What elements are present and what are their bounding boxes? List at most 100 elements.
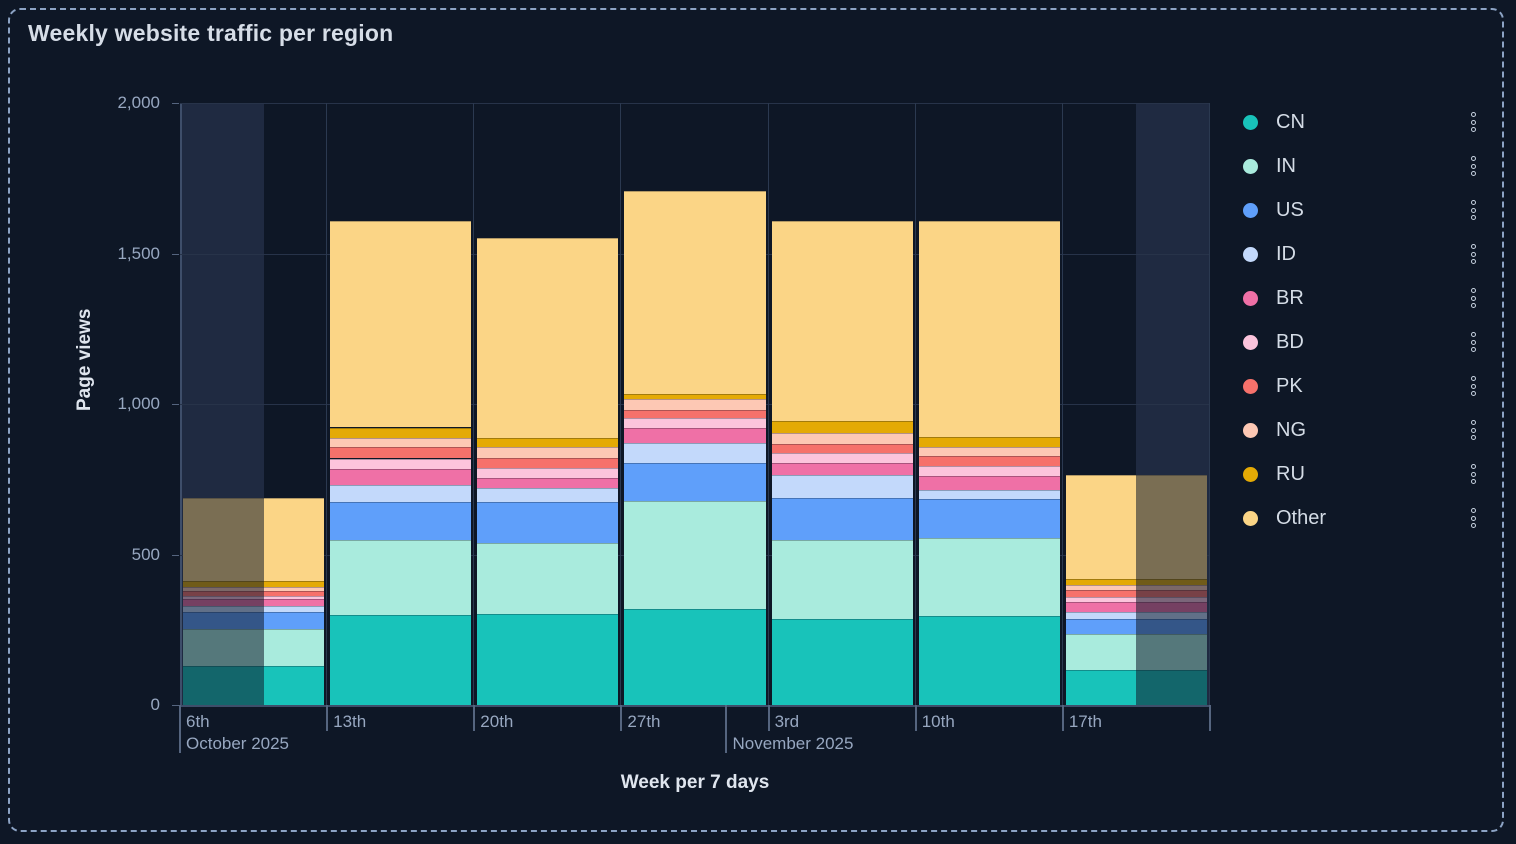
bar-segment-US[interactable] [771, 498, 913, 541]
x-tick-label: 20th [480, 712, 514, 731]
bar-segment-BD[interactable] [918, 466, 1060, 476]
bar-week-10th[interactable] [918, 221, 1060, 705]
bar-segment-PK[interactable] [330, 446, 472, 459]
bar-segment-ID[interactable] [771, 475, 913, 499]
bar-segment-US[interactable] [477, 501, 619, 544]
bar-segment-RU[interactable] [330, 427, 472, 438]
bar-segment-ID[interactable] [330, 485, 472, 502]
bar-segment-Other[interactable] [477, 238, 619, 439]
bar-segment-Other[interactable] [624, 190, 766, 394]
legend-item-US[interactable]: US [1243, 188, 1483, 232]
bar-segment-Other[interactable] [771, 221, 913, 422]
bar-segment-BD[interactable] [477, 468, 619, 479]
legend-item-BD[interactable]: BD [1243, 320, 1483, 364]
bar-segment-US[interactable] [918, 499, 1060, 539]
gridline-vertical [767, 103, 769, 705]
legend-color-dot [1243, 158, 1258, 174]
legend-item-CN[interactable]: CN [1243, 100, 1483, 144]
legend-item-BR[interactable]: BR [1243, 276, 1483, 320]
legend-color-dot [1243, 246, 1258, 262]
bar-week-13th[interactable] [330, 220, 472, 705]
bar-segment-IN[interactable] [624, 500, 766, 610]
legend-item-ID[interactable]: ID [1243, 232, 1483, 276]
kebab-menu-icon[interactable] [1463, 108, 1483, 136]
bar-segment-US[interactable] [624, 463, 766, 501]
bar-segment-BR[interactable] [918, 475, 1060, 491]
bar-week-17th[interactable] [1065, 474, 1207, 705]
bar-segment-BR[interactable] [771, 463, 913, 476]
bar-segment-IN[interactable] [477, 543, 619, 615]
legend-label: RU [1276, 462, 1305, 485]
legend-item-Other[interactable]: Other [1243, 496, 1483, 540]
bar-week-3rd[interactable] [771, 221, 913, 705]
bar-week-6th[interactable] [183, 497, 325, 705]
legend-item-NG[interactable]: NG [1243, 408, 1483, 452]
y-tick-mark [172, 103, 179, 104]
kebab-menu-icon[interactable] [1463, 196, 1483, 224]
gridline-horizontal [180, 103, 1210, 104]
kebab-menu-icon[interactable] [1463, 416, 1483, 444]
bar-segment-NG[interactable] [918, 446, 1060, 457]
bar-week-20th[interactable] [477, 238, 619, 705]
bar-segment-ID[interactable] [918, 490, 1060, 500]
kebab-menu-icon[interactable] [1463, 152, 1483, 180]
gridline-vertical [1209, 103, 1210, 705]
kebab-menu-icon[interactable] [1463, 284, 1483, 312]
bar-segment-RU[interactable] [918, 436, 1060, 447]
bar-segment-IN[interactable] [771, 540, 913, 620]
bar-segment-RU[interactable] [771, 421, 913, 434]
bar-segment-CN[interactable] [918, 615, 1060, 705]
legend-item-IN[interactable]: IN [1243, 144, 1483, 188]
y-tick-label: 500 [131, 544, 160, 564]
y-tick-label: 1,500 [117, 243, 160, 263]
y-tick-label: 1,000 [117, 394, 160, 413]
bar-week-27th[interactable] [624, 190, 766, 705]
panel-dashed-border [8, 8, 1504, 832]
legend-label: BD [1276, 330, 1304, 353]
bar-segment-CN[interactable] [771, 619, 913, 705]
bar-segment-RU[interactable] [477, 438, 619, 447]
kebab-menu-icon[interactable] [1463, 504, 1483, 532]
bar-segment-Other[interactable] [330, 220, 472, 428]
bar-segment-PK[interactable] [477, 458, 619, 469]
bar-segment-BD[interactable] [330, 458, 472, 470]
x-tick-mark [1209, 705, 1211, 731]
bar-segment-BR[interactable] [477, 478, 619, 489]
bar-segment-PK[interactable] [918, 456, 1060, 467]
bar-segment-ID[interactable] [624, 443, 766, 464]
bar-segment-CN[interactable] [624, 609, 766, 705]
bar-segment-CN[interactable] [330, 614, 472, 705]
bar-segment-BD[interactable] [771, 452, 913, 464]
bar-segment-PK[interactable] [771, 444, 913, 453]
bar-segment-CN[interactable] [477, 614, 619, 705]
bar-segment-IN[interactable] [330, 540, 472, 615]
bar-segment-IN[interactable] [918, 538, 1060, 616]
legend-color-dot [1243, 378, 1258, 394]
bar-segment-BR[interactable] [330, 469, 472, 486]
x-axis-line [180, 705, 1211, 707]
bar-segment-NG[interactable] [477, 446, 619, 459]
bar-segment-PK[interactable] [624, 410, 766, 419]
bar-segment-BR[interactable] [624, 428, 766, 444]
bar-segment-ID[interactable] [477, 488, 619, 502]
legend-item-PK[interactable]: PK [1243, 364, 1483, 408]
kebab-menu-icon[interactable] [1463, 460, 1483, 488]
kebab-menu-icon[interactable] [1463, 372, 1483, 400]
x-tick-label: 27th [627, 712, 661, 731]
bar-segment-BD[interactable] [624, 418, 766, 429]
month-label: October 2025 [186, 734, 290, 753]
legend-item-RU[interactable]: RU [1243, 452, 1483, 496]
bar-segment-NG[interactable] [771, 433, 913, 445]
chart-title: Weekly website traffic per region [28, 20, 394, 46]
bar-segment-NG[interactable] [330, 437, 472, 447]
bar-segment-US[interactable] [330, 501, 472, 541]
legend-color-dot [1243, 290, 1258, 306]
kebab-menu-icon[interactable] [1463, 240, 1483, 268]
bar-segment-NG[interactable] [624, 399, 766, 411]
gridline-vertical [473, 103, 475, 705]
month-label: November 2025 [732, 734, 854, 753]
bar-segment-RU[interactable] [624, 393, 766, 400]
kebab-menu-icon[interactable] [1463, 328, 1483, 356]
bar-segment-Other[interactable] [918, 221, 1060, 437]
legend-label: IN [1276, 154, 1296, 177]
